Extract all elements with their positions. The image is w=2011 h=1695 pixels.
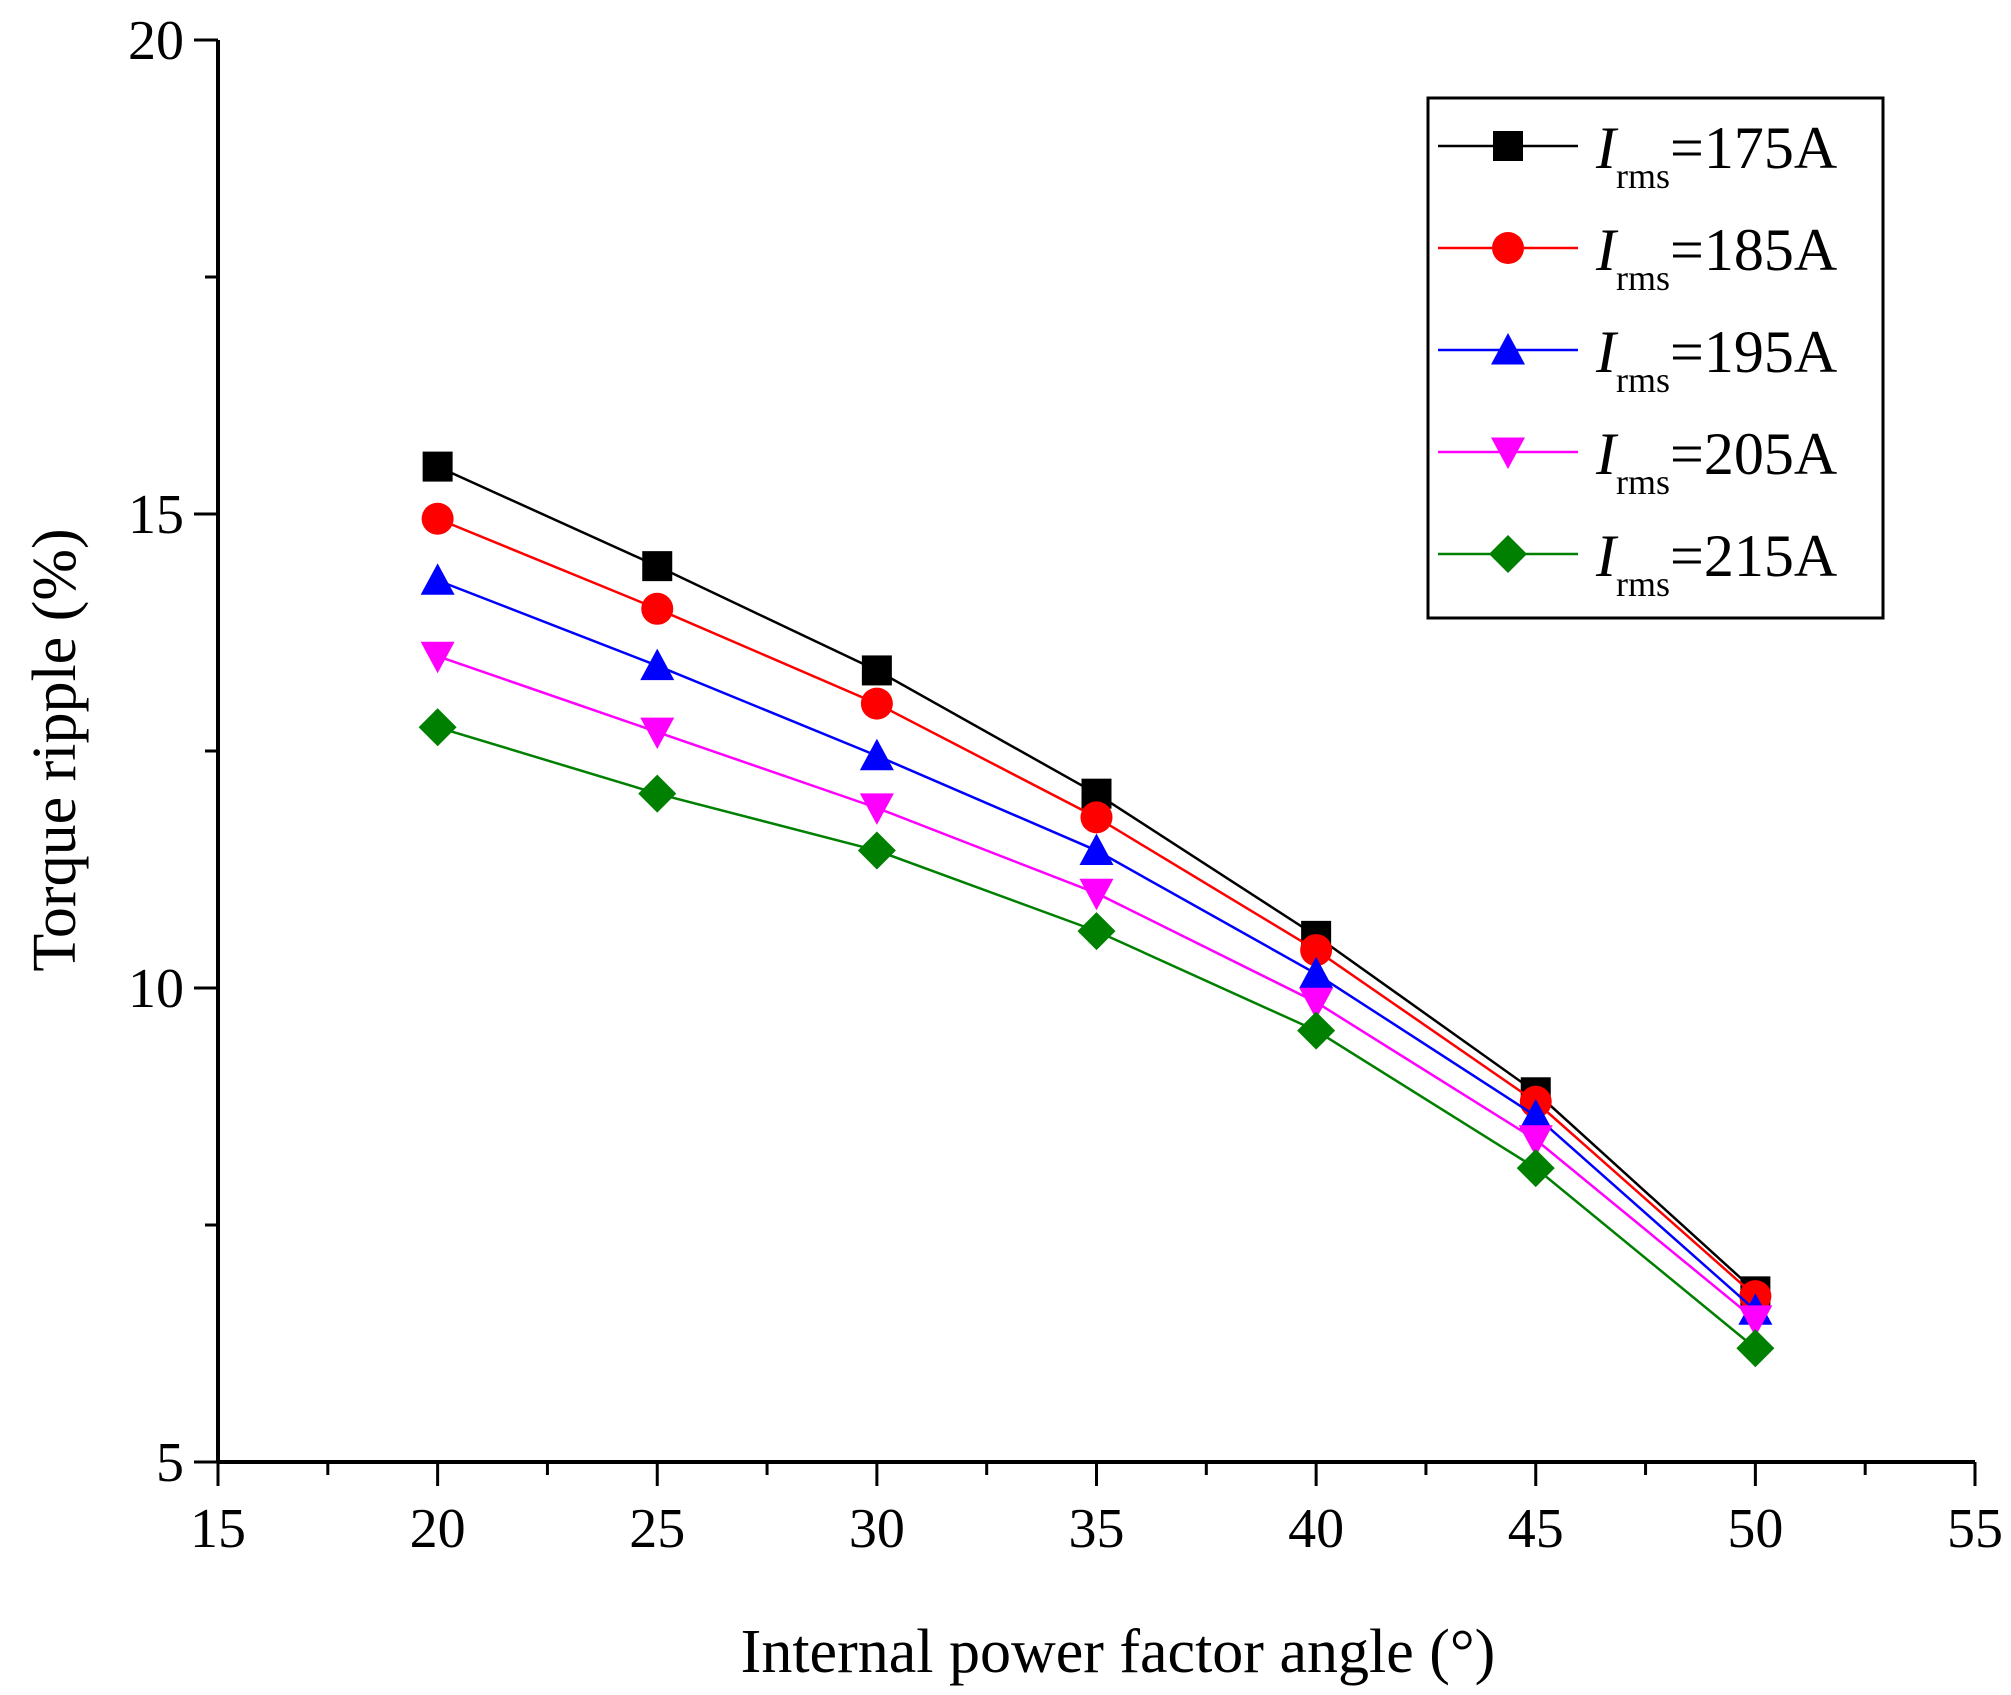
data-point-175a	[642, 551, 673, 582]
data-point-215a	[1736, 1329, 1775, 1368]
data-point-205a	[640, 717, 675, 750]
legend-entry-label: Irms=175A	[1595, 115, 1837, 196]
data-point-185a	[421, 502, 454, 535]
data-point-195a	[420, 563, 455, 595]
series-line-205a	[437, 655, 1757, 1321]
x-tick-label: 20	[410, 1498, 466, 1560]
x-tick-label: 15	[190, 1498, 246, 1560]
data-point-175a	[422, 451, 453, 482]
x-axis-title: Internal power factor angle (°)	[741, 1618, 1496, 1686]
data-point-205a	[1079, 878, 1114, 911]
data-point-195a	[859, 738, 894, 771]
legend-marker	[1489, 535, 1527, 573]
y-tick-label: 15	[128, 484, 184, 546]
data-point-195a	[1079, 833, 1114, 865]
data-point-195a	[1299, 956, 1334, 989]
legend: Irms=175A Irms=185A Irms=195A Irms=205A Irms…	[1426, 96, 1885, 620]
x-tick-label: 30	[849, 1498, 905, 1560]
legend-marker	[1491, 437, 1525, 469]
data-point-205a	[1738, 1305, 1773, 1337]
x-tick-label: 45	[1508, 1498, 1564, 1560]
x-tick-label: 35	[1069, 1498, 1125, 1560]
data-point-185a	[1080, 801, 1113, 834]
legend-marker	[1491, 333, 1525, 365]
data-point-215a	[638, 774, 677, 813]
legend-entry-label: Irms=195A	[1595, 319, 1837, 400]
y-tick-label: 5	[156, 1432, 184, 1494]
data-point-215a	[1516, 1149, 1555, 1188]
data-point-185a	[641, 592, 674, 625]
data-point-205a	[1518, 1125, 1553, 1157]
plot-area	[418, 451, 1775, 1368]
data-point-185a	[860, 687, 893, 720]
data-point-215a	[1077, 912, 1116, 951]
legend-marker	[1492, 232, 1524, 264]
data-point-175a	[861, 655, 892, 686]
legend-marker	[1493, 131, 1523, 161]
y-axis-title: Torque ripple (%)	[21, 528, 89, 971]
data-point-205a	[420, 641, 455, 674]
y-tick-label: 20	[128, 10, 184, 72]
data-point-205a	[859, 793, 894, 825]
x-tick-label: 40	[1288, 1498, 1344, 1560]
x-tick-label: 55	[1947, 1498, 2003, 1560]
y-tick-label: 10	[128, 958, 184, 1020]
x-tick-label: 25	[629, 1498, 685, 1560]
x-tick-label: 50	[1727, 1498, 1783, 1560]
legend-entry-label: Irms=205A	[1595, 421, 1837, 502]
data-point-195a	[1518, 1098, 1553, 1131]
data-point-215a	[857, 831, 896, 870]
data-point-215a	[418, 708, 457, 747]
data-point-205a	[1299, 987, 1334, 1020]
data-point-185a	[1300, 934, 1333, 967]
data-point-215a	[1297, 1011, 1336, 1050]
data-point-195a	[640, 648, 675, 681]
legend-entry-label: Irms=215A	[1595, 523, 1837, 604]
legend-entry-label: Irms=185A	[1595, 217, 1837, 298]
